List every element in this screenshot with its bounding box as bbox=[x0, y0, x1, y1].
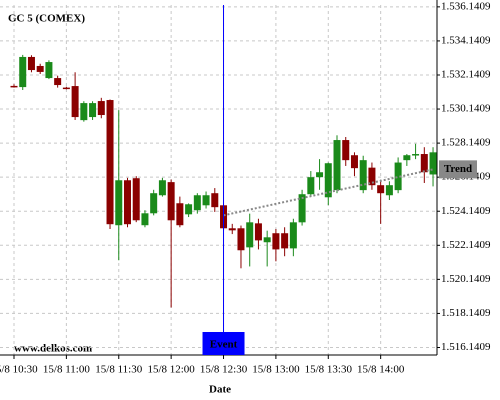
candle-body bbox=[211, 193, 219, 208]
event-label-box bbox=[202, 332, 245, 355]
x-tick-label: 15/8 14:00 bbox=[357, 364, 405, 376]
candle-body bbox=[185, 204, 193, 215]
candle-body bbox=[97, 101, 105, 116]
candle-body bbox=[167, 182, 175, 221]
y-tick-label: 1.518.1409 bbox=[441, 307, 491, 319]
candle-body bbox=[27, 56, 35, 71]
candle-body bbox=[342, 140, 350, 161]
y-tick-label: 1.524.1409 bbox=[441, 205, 491, 217]
candle-body bbox=[412, 154, 420, 156]
candle-body bbox=[403, 155, 411, 161]
candle-body bbox=[141, 213, 149, 226]
y-tick-label: 1.522.1409 bbox=[441, 239, 491, 251]
x-tick-label: 15/8 11:00 bbox=[43, 364, 90, 376]
y-tick-label: 1.516.1409 bbox=[441, 341, 491, 353]
y-tick-label: 1.530.1409 bbox=[441, 103, 491, 115]
candle-body bbox=[89, 103, 97, 118]
x-tick-label: 15/8 12:30 bbox=[200, 364, 248, 376]
candle-body bbox=[237, 228, 245, 251]
candle-body bbox=[324, 163, 332, 198]
candle-body bbox=[106, 100, 114, 225]
y-tick-label: 1.532.1409 bbox=[441, 69, 491, 81]
x-tick-label: 15/8 13:30 bbox=[305, 364, 353, 376]
candle-body bbox=[333, 140, 341, 191]
candle-body bbox=[298, 194, 306, 223]
candle-body bbox=[62, 87, 70, 90]
candle-body bbox=[80, 103, 88, 121]
candle-body bbox=[307, 177, 315, 195]
candle-body bbox=[123, 180, 131, 225]
candle-body bbox=[115, 180, 123, 226]
candle-body bbox=[193, 195, 201, 211]
candle-body bbox=[272, 233, 280, 250]
trend-label: Trend bbox=[444, 163, 472, 175]
candle-body bbox=[377, 185, 385, 194]
candle-body bbox=[359, 160, 367, 191]
candle-body bbox=[350, 155, 358, 169]
candle-body bbox=[10, 85, 18, 88]
y-tick-label: 1.520.1409 bbox=[441, 273, 491, 285]
event-label: Event bbox=[210, 339, 238, 351]
x-axis-label: Date bbox=[209, 384, 231, 396]
candle-body bbox=[202, 195, 210, 206]
candle-body bbox=[19, 56, 27, 88]
candle-body bbox=[71, 86, 79, 118]
x-tick-label: 15/8 12:00 bbox=[147, 364, 195, 376]
candle-body bbox=[36, 65, 44, 72]
candle-body bbox=[246, 222, 254, 248]
y-tick-label: 1.534.1409 bbox=[441, 34, 491, 46]
x-tick-label: 15/8 11:30 bbox=[95, 364, 142, 376]
candle-body bbox=[316, 172, 324, 178]
x-tick-label: 15/8 13:00 bbox=[252, 364, 300, 376]
candle-body bbox=[228, 228, 236, 231]
candle-body bbox=[385, 185, 393, 196]
candle-body bbox=[176, 203, 184, 226]
candle-body bbox=[429, 152, 437, 175]
x-tick-label: 15/8 10:30 bbox=[0, 364, 38, 376]
candle-body bbox=[254, 223, 262, 241]
y-tick-label: 1.536.1409 bbox=[441, 0, 491, 12]
y-tick-label: 1.528.1409 bbox=[441, 137, 491, 149]
candle-body bbox=[420, 154, 428, 173]
chart-title: GC 5 (COMEX) bbox=[8, 13, 85, 25]
candle-body bbox=[150, 193, 158, 214]
candle-body bbox=[54, 78, 62, 86]
trend-label-box bbox=[439, 160, 477, 179]
candle-body bbox=[289, 222, 297, 249]
candle-body bbox=[45, 62, 53, 79]
candle-body bbox=[368, 167, 376, 186]
candle-body bbox=[394, 162, 402, 191]
candle-body bbox=[263, 237, 271, 243]
watermark: www.delkos.com bbox=[14, 343, 92, 355]
candle-body bbox=[281, 233, 289, 249]
candle-body bbox=[158, 180, 166, 196]
candle-body bbox=[132, 178, 140, 221]
